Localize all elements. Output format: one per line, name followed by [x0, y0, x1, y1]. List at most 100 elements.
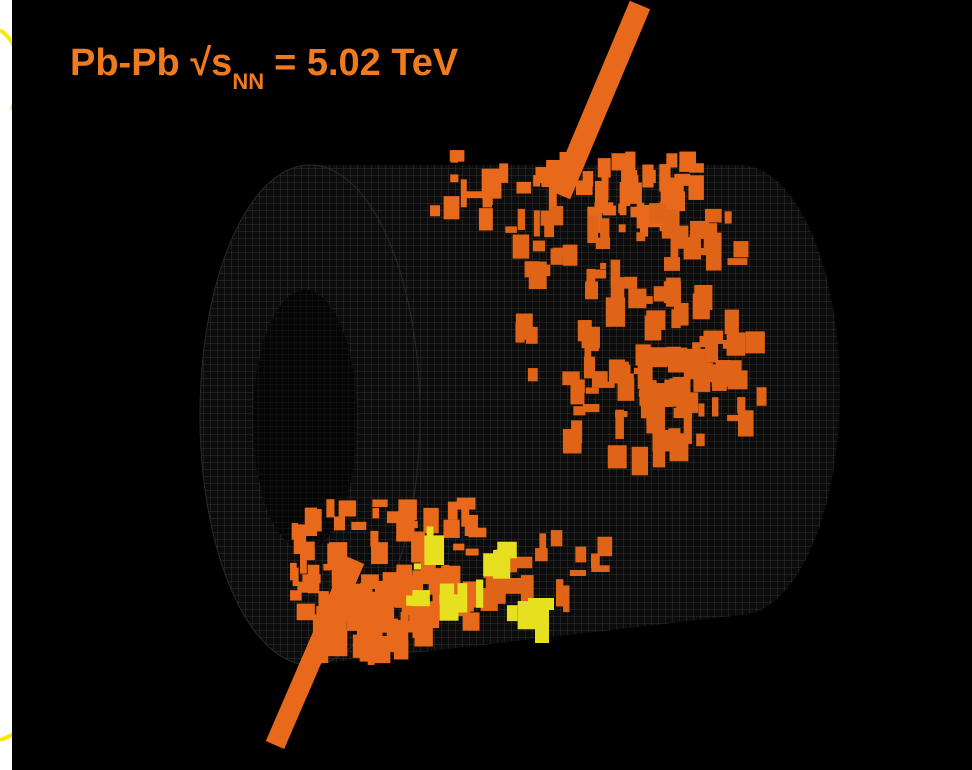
- hit: [597, 536, 613, 557]
- hit: [625, 151, 636, 171]
- hit: [555, 579, 564, 607]
- hit: [666, 153, 678, 168]
- hit: [610, 277, 625, 302]
- hit: [535, 548, 548, 562]
- hit: [370, 530, 379, 547]
- title-rest: = 5.02 TeV: [274, 42, 459, 84]
- hit: [478, 208, 493, 231]
- hit: [692, 342, 701, 353]
- hit: [334, 614, 347, 638]
- hit: [424, 535, 445, 565]
- hit: [639, 208, 649, 237]
- hit: [562, 244, 578, 266]
- hit: [460, 179, 467, 208]
- hit: [462, 612, 480, 631]
- hit: [411, 575, 424, 602]
- hit: [423, 601, 440, 629]
- hit: [329, 542, 348, 565]
- hit: [453, 543, 465, 551]
- title-main: Pb-Pb √s: [70, 42, 232, 84]
- hit: [674, 302, 689, 326]
- hit: [476, 579, 484, 608]
- hit: [624, 276, 638, 289]
- hit: [465, 548, 479, 556]
- hit: [499, 163, 509, 183]
- hit: [370, 597, 389, 627]
- hit: [520, 575, 534, 603]
- hit: [569, 569, 587, 577]
- hit: [733, 241, 749, 258]
- hit: [631, 446, 649, 476]
- hit: [595, 237, 611, 250]
- hit: [683, 237, 701, 260]
- hit: [323, 563, 331, 571]
- hit: [674, 173, 691, 186]
- hit: [618, 224, 626, 233]
- hit: [666, 277, 681, 307]
- hit: [615, 409, 624, 439]
- hit: [571, 420, 583, 444]
- title-subscript: NN: [232, 69, 264, 94]
- hit: [420, 561, 436, 585]
- hit: [443, 519, 460, 538]
- hit: [594, 202, 614, 214]
- hit: [532, 240, 546, 252]
- hit: [664, 257, 680, 271]
- hit: [290, 562, 297, 581]
- hit: [648, 347, 667, 368]
- hit: [689, 163, 704, 173]
- hit: [305, 507, 318, 537]
- hit: [700, 364, 713, 378]
- hit: [483, 553, 499, 577]
- hit: [617, 378, 635, 401]
- hit: [516, 556, 533, 569]
- hit: [400, 611, 409, 633]
- hit: [666, 346, 681, 356]
- hit: [450, 156, 459, 163]
- hit: [607, 445, 627, 469]
- hit: [504, 577, 522, 594]
- hit: [505, 226, 517, 233]
- hit: [544, 215, 555, 238]
- hit: [457, 583, 468, 613]
- hit: [430, 205, 441, 217]
- hit: [591, 565, 610, 572]
- hit: [439, 583, 455, 610]
- hit: [724, 211, 732, 224]
- hit: [461, 500, 470, 527]
- hit: [372, 499, 388, 508]
- hit: [514, 246, 524, 253]
- hit: [398, 499, 417, 521]
- hit: [392, 627, 409, 648]
- hit: [506, 605, 518, 622]
- hit: [595, 205, 602, 233]
- hit: [692, 293, 710, 320]
- hit: [412, 590, 430, 607]
- hit: [550, 205, 564, 226]
- hit: [633, 367, 646, 375]
- hit: [563, 585, 570, 613]
- hit: [636, 232, 646, 242]
- hit: [290, 590, 302, 601]
- hit: [297, 581, 318, 593]
- hit: [482, 190, 492, 208]
- hit: [659, 173, 669, 190]
- hit: [449, 150, 465, 162]
- hit: [660, 183, 672, 205]
- jet: [265, 556, 365, 749]
- hit: [594, 269, 607, 279]
- hit: [575, 546, 587, 563]
- hit: [619, 181, 631, 207]
- hit: [639, 380, 657, 406]
- hit: [371, 542, 388, 565]
- hit: [618, 203, 625, 214]
- hit: [570, 383, 585, 405]
- hit: [703, 232, 722, 255]
- hit: [691, 247, 711, 256]
- hit: [705, 254, 722, 271]
- hit: [406, 595, 415, 606]
- hit: [404, 621, 424, 633]
- hit: [670, 230, 679, 260]
- hit: [372, 508, 380, 519]
